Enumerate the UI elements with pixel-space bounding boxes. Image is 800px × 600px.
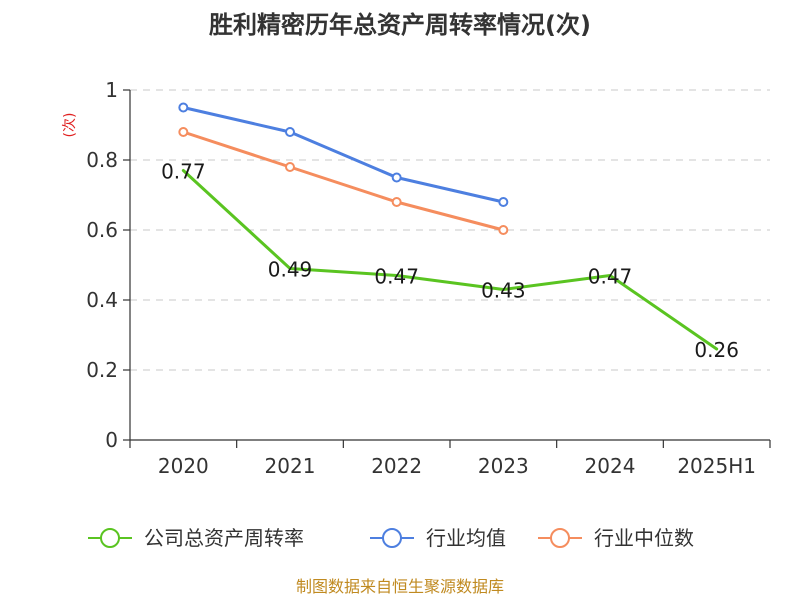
data-labels: 0.77 0.49 0.47 0.43 0.47 0.26 — [161, 160, 739, 363]
series-line — [181, 130, 505, 232]
legend-marker — [550, 528, 570, 548]
data-point — [498, 197, 509, 207]
legend-label: 行业中位数 — [594, 526, 694, 550]
data-point — [391, 197, 402, 207]
legend-marker — [382, 528, 402, 548]
y-tick-label: 0 — [105, 428, 118, 452]
legend-label: 公司总资产周转率 — [144, 526, 304, 550]
series-line — [181, 106, 505, 204]
data-label: 0.43 — [481, 279, 526, 303]
x-tick-label: 2023 — [478, 454, 529, 478]
x-tick-label: 2021 — [265, 454, 316, 478]
y-tick-labels: 0 0.2 0.4 0.6 0.8 1 — [86, 78, 118, 452]
x-tick-label: 2022 — [371, 454, 422, 478]
x-tick-label: 2025H1 — [677, 454, 756, 478]
legend-label: 行业均值 — [426, 526, 506, 550]
series-line — [181, 169, 719, 351]
data-label: 0.26 — [694, 338, 739, 362]
data-point — [178, 102, 189, 113]
data-point — [391, 172, 402, 183]
legend-marker — [100, 528, 120, 548]
grid-lines — [130, 89, 770, 371]
legend: 公司总资产周转率 行业均值 行业中位数 — [88, 526, 694, 550]
data-point — [285, 127, 295, 137]
data-label: 0.49 — [268, 258, 313, 282]
x-tick-label: 2020 — [158, 454, 209, 478]
chart-title: 胜利精密历年总资产周转率情况(次) — [209, 11, 591, 39]
y-tick-label: 0.4 — [86, 288, 118, 312]
y-tick-label: 0.6 — [86, 218, 118, 242]
y-tick-label: 0.2 — [86, 358, 118, 382]
data-label: 0.47 — [588, 265, 633, 289]
data-point — [285, 162, 295, 172]
data-label: 0.77 — [161, 160, 206, 184]
axes — [123, 89, 771, 448]
data-label: 0.47 — [374, 265, 419, 289]
data-point — [498, 225, 509, 235]
source-note: 制图数据来自恒生聚源数据库 — [296, 577, 504, 596]
y-tick-label: 1 — [105, 78, 118, 102]
x-tick-label: 2024 — [585, 454, 636, 478]
y-axis-label: (次) — [62, 113, 78, 138]
series-lines — [178, 102, 719, 351]
y-tick-label: 0.8 — [86, 148, 118, 172]
x-tick-labels: 2020 2021 2022 2023 2024 2025H1 — [158, 454, 756, 478]
data-point — [178, 127, 189, 137]
